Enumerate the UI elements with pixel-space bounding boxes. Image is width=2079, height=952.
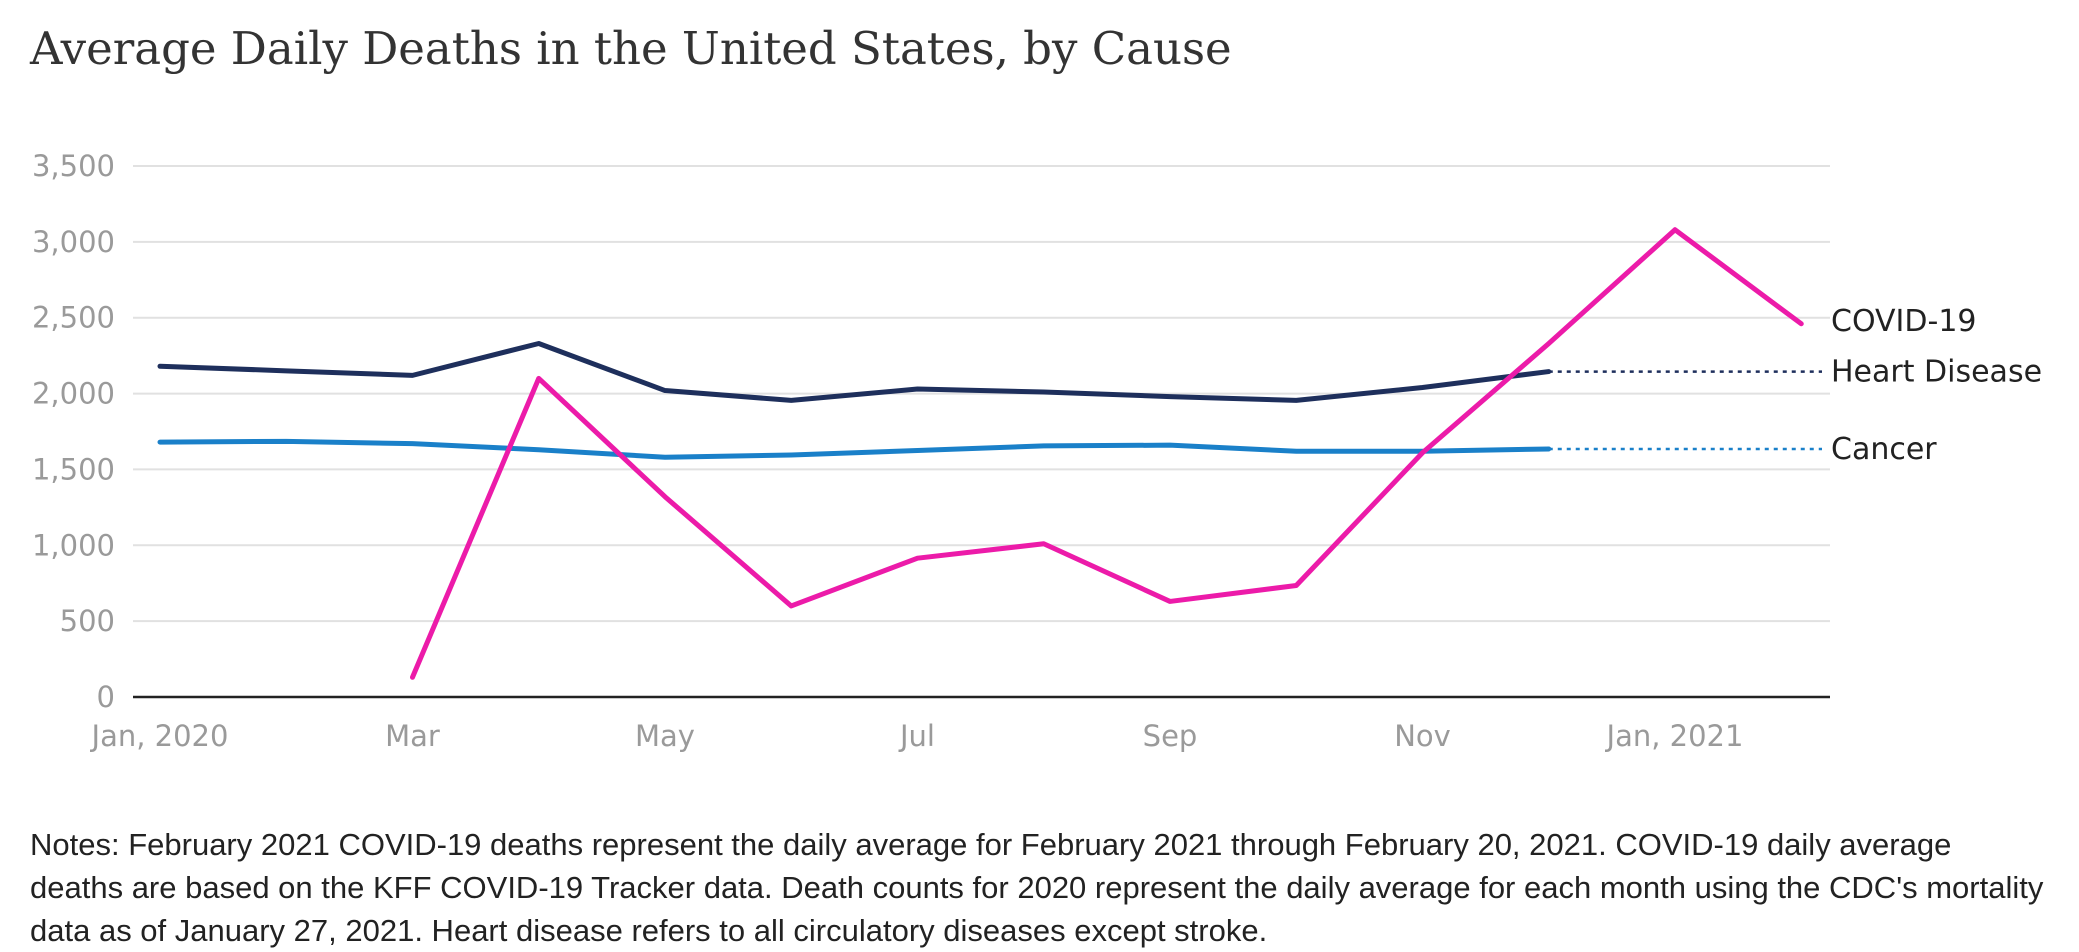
y-tick-label: 3,000 — [32, 225, 115, 259]
series-labels: COVID-19 Heart Disease Cancer — [1831, 304, 2042, 467]
y-tick-label: 1,500 — [32, 452, 115, 486]
y-tick-label: 1,000 — [32, 528, 115, 562]
x-axis-ticks: Jan, 2020 Mar May Jul Sep Nov Jan, 2021 — [90, 719, 1744, 753]
chart-notes: Notes: February 2021 COVID-19 deaths rep… — [30, 827, 2044, 948]
y-tick-label: 3,500 — [32, 149, 115, 183]
cancer-line — [157, 438, 1552, 460]
y-tick-label: 2,500 — [32, 301, 115, 335]
y-tick-label: 0 — [97, 680, 115, 714]
gridlines — [133, 165, 1830, 699]
heart-disease-line — [157, 341, 1552, 403]
x-tick-label: Nov — [1394, 719, 1451, 753]
cancer-label: Cancer — [1831, 432, 1937, 467]
x-tick-label: Jan, 2021 — [1605, 719, 1744, 753]
chart-title: Average Daily Deaths in the United State… — [30, 22, 1232, 75]
x-tick-label: Sep — [1143, 719, 1198, 753]
x-tick-label: Mar — [385, 719, 440, 753]
heart-disease-label: Heart Disease — [1831, 355, 2042, 390]
covid-19-line — [410, 227, 1804, 680]
covid-19-label: COVID-19 — [1831, 304, 1977, 339]
y-tick-label: 2,000 — [32, 377, 115, 411]
line-chart: 0 500 1,000 1,500 2,000 2,500 3,000 3,500 Jan, … — [32, 149, 2042, 753]
y-axis-ticks: 0 500 1,000 1,500 2,000 2,500 3,000 3,500 — [32, 149, 115, 714]
y-tick-label: 500 — [60, 604, 115, 638]
x-tick-label: Jul — [898, 719, 935, 753]
x-tick-label: May — [635, 719, 695, 753]
series-lines — [157, 227, 1822, 680]
x-tick-label: Jan, 2020 — [90, 719, 229, 753]
